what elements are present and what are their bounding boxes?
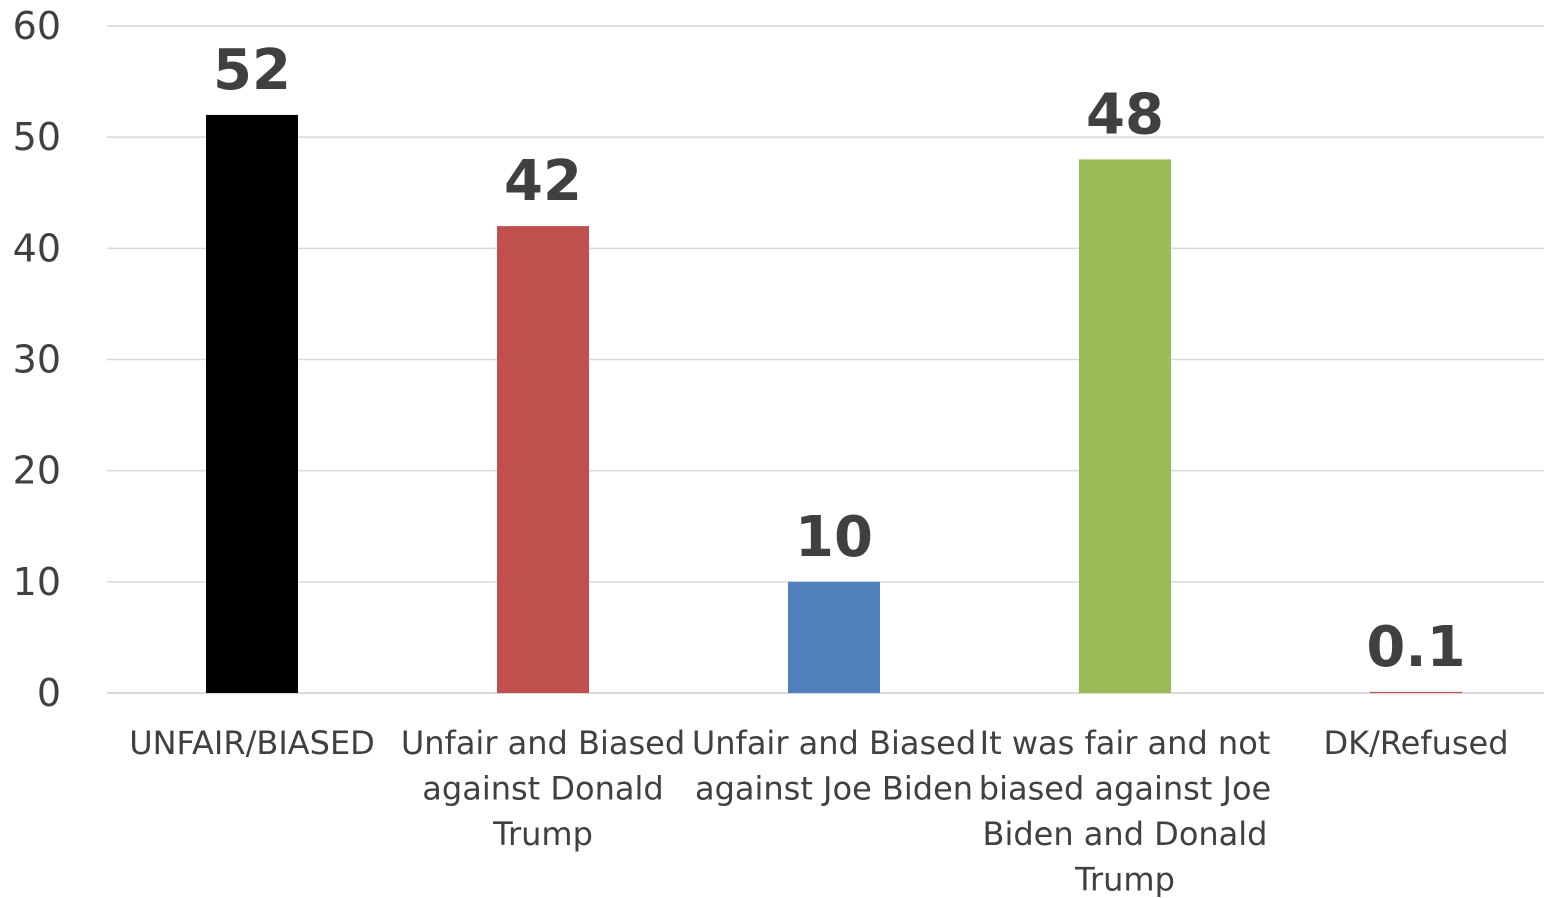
bar-3 [1079, 159, 1171, 693]
y-tick-label-60: 60 [13, 4, 61, 48]
data-label-4: 0.1 [1366, 615, 1465, 680]
category-label-2: Unfair and Biased against Joe Biden [692, 724, 976, 808]
bar-2 [788, 581, 880, 693]
bars [206, 114, 1462, 693]
category-label-0: UNFAIR/BIASED [129, 724, 375, 762]
data-label-1: 42 [504, 149, 582, 214]
category-label-1: Unfair and Biased against Donald Trump [401, 724, 685, 853]
data-label-3: 48 [1086, 82, 1164, 147]
y-tick-label-50: 50 [13, 115, 61, 159]
data-label-0: 52 [213, 38, 291, 103]
y-tick-label-0: 0 [37, 671, 61, 715]
y-tick-label-10: 10 [13, 560, 61, 604]
bar-4 [1370, 691, 1462, 693]
y-tick-label-40: 40 [13, 226, 61, 270]
y-tick-label-30: 30 [13, 338, 61, 382]
data-labels: 52 42 10 48 0.1 [213, 38, 1466, 680]
gridlines [107, 25, 1544, 694]
category-label-3: It was fair and not biased against Joe Bid… [979, 724, 1271, 898]
x-axis-category-labels: UNFAIR/BIASED Unfair and Biased against Do… [129, 724, 1508, 898]
bar-1 [497, 226, 589, 693]
y-axis-tick-labels: 0 10 20 30 40 50 60 [13, 4, 61, 715]
data-label-2: 10 [795, 505, 873, 570]
category-label-4: DK/Refused [1323, 724, 1508, 762]
bar-0 [206, 114, 298, 693]
y-tick-label-20: 20 [13, 449, 61, 493]
